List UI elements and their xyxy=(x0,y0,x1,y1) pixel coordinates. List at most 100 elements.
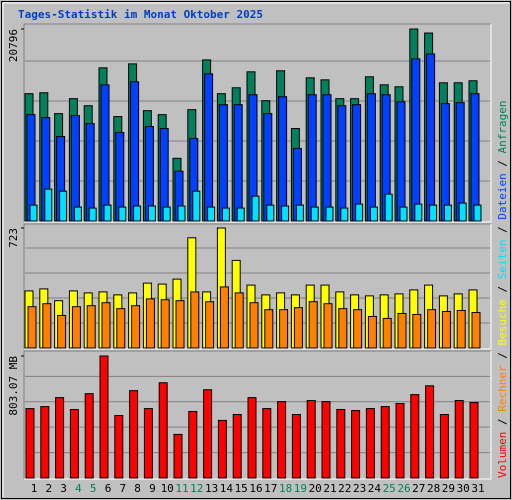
bar xyxy=(323,303,333,349)
bar xyxy=(473,204,482,222)
bar xyxy=(278,96,288,222)
x-tick-label: 25 xyxy=(383,482,396,495)
bar xyxy=(352,104,362,222)
legend-separator: / xyxy=(496,412,509,432)
x-tick-label: 13 xyxy=(205,482,218,495)
bar xyxy=(71,306,81,349)
x-tick-label: 6 xyxy=(105,482,112,495)
bar xyxy=(130,81,140,222)
bar xyxy=(175,300,185,349)
bar xyxy=(192,190,201,222)
bar xyxy=(116,308,126,349)
bar xyxy=(397,312,407,349)
bar xyxy=(456,309,466,349)
bar xyxy=(353,309,363,349)
bar xyxy=(384,193,393,222)
panel xyxy=(24,351,491,479)
bar xyxy=(234,292,244,349)
panel-bevel xyxy=(24,224,492,350)
x-tick-label: 23 xyxy=(353,482,366,495)
bar xyxy=(425,385,435,479)
legend-entry: Volumen xyxy=(496,432,509,478)
bar xyxy=(25,408,35,479)
x-tick-label: 19 xyxy=(294,482,307,495)
bar xyxy=(426,53,436,222)
bar xyxy=(306,400,316,479)
legend-entry: Besuche xyxy=(496,299,509,345)
bar xyxy=(266,204,275,222)
bar xyxy=(249,302,259,349)
legend-separator: / xyxy=(496,279,509,299)
bar xyxy=(143,408,153,479)
bar xyxy=(86,305,96,349)
bar xyxy=(247,397,257,479)
x-tick-label: 7 xyxy=(119,482,126,495)
bar xyxy=(232,413,242,479)
bar xyxy=(70,115,80,222)
bar xyxy=(203,389,213,479)
bar xyxy=(355,203,364,222)
panel-bevel xyxy=(23,23,491,222)
bar xyxy=(188,410,198,479)
bar xyxy=(177,205,186,222)
bar xyxy=(321,401,331,479)
bar xyxy=(337,105,347,222)
bar xyxy=(84,393,94,479)
bar xyxy=(369,206,378,222)
bar xyxy=(293,307,303,349)
legend-separator: / xyxy=(496,346,509,366)
x-tick-label: 24 xyxy=(368,482,382,495)
x-tick-label: 26 xyxy=(397,482,410,495)
bar xyxy=(439,413,449,479)
bar xyxy=(458,202,467,222)
bar xyxy=(129,390,139,479)
legend-separator: / xyxy=(496,220,509,240)
bar xyxy=(88,207,97,222)
bar xyxy=(29,204,38,222)
bar xyxy=(99,355,109,479)
bar xyxy=(147,205,156,222)
bar xyxy=(443,204,452,222)
bar xyxy=(42,303,52,349)
bar xyxy=(251,195,260,222)
bar xyxy=(325,206,334,222)
bar xyxy=(336,408,346,479)
bar xyxy=(158,382,168,479)
bar xyxy=(205,301,215,349)
bar xyxy=(44,188,53,222)
x-tick-label: 17 xyxy=(264,482,277,495)
bar xyxy=(55,397,65,479)
bar xyxy=(411,58,421,222)
bar xyxy=(470,93,480,222)
x-tick-label: 3 xyxy=(60,482,67,495)
bar xyxy=(338,308,348,349)
bar xyxy=(412,313,422,349)
bar xyxy=(204,73,214,222)
x-tick-label: 12 xyxy=(190,482,203,495)
bar xyxy=(279,309,289,349)
bar xyxy=(160,299,170,349)
bar xyxy=(295,204,304,222)
x-tick-label: 29 xyxy=(442,482,455,495)
bar xyxy=(395,403,405,479)
bar xyxy=(236,207,245,222)
chart-title: Tages-Statistik im Monat Oktober 2025 xyxy=(18,8,263,21)
x-tick-label: 16 xyxy=(249,482,262,495)
x-tick-label: 14 xyxy=(220,482,234,495)
bar xyxy=(427,309,437,349)
bar xyxy=(281,205,290,222)
bar xyxy=(264,309,274,349)
legend-entry: Anfragen xyxy=(496,100,509,153)
bar xyxy=(291,413,301,479)
bar xyxy=(57,314,67,349)
bar xyxy=(100,84,110,222)
x-tick-label: 31 xyxy=(471,482,484,495)
x-tick-label: 22 xyxy=(338,482,351,495)
bar xyxy=(307,94,317,222)
bar xyxy=(366,93,376,222)
bar xyxy=(162,206,171,222)
legend-separator: / xyxy=(496,153,509,173)
bar xyxy=(440,103,450,222)
